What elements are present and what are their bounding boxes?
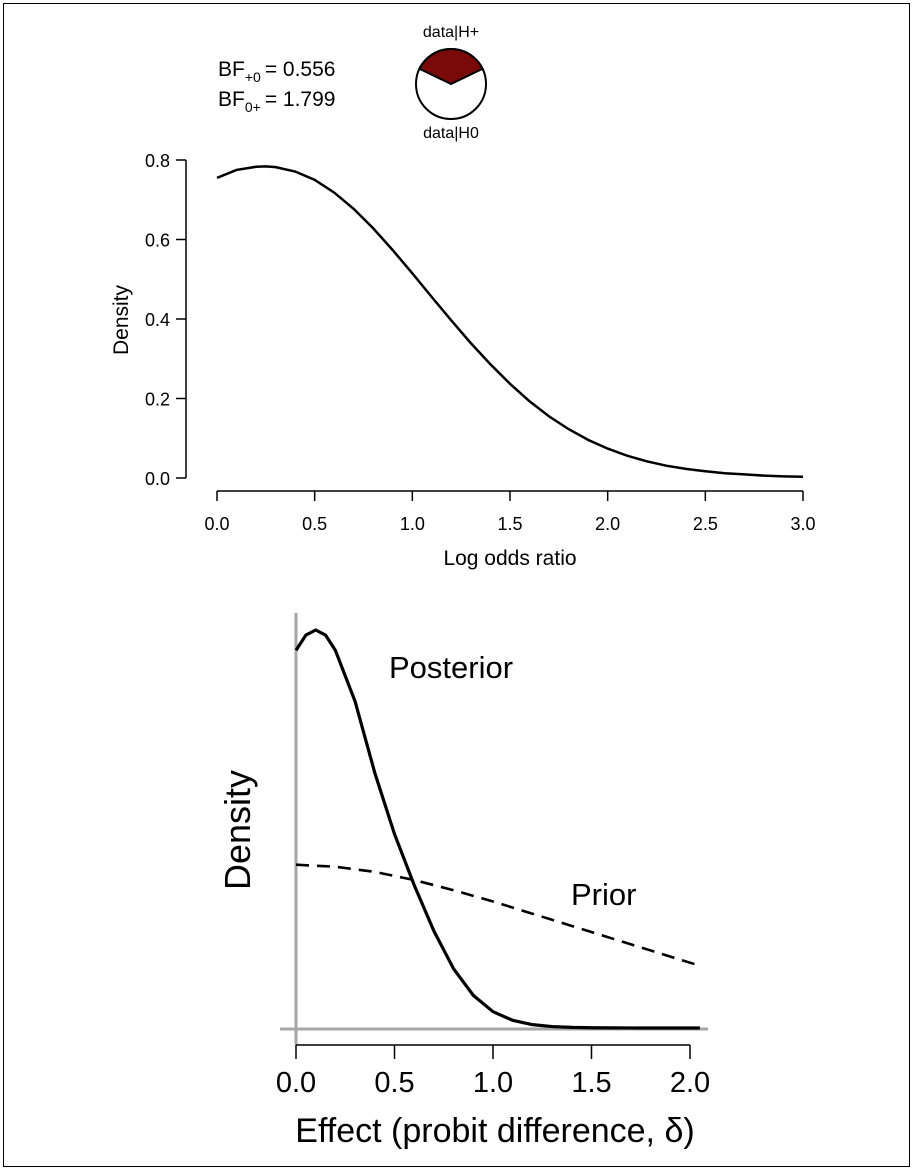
prior-posterior-chart: 0.0 0.5 1.0 1.5 2.0 Posterior Prior Density …: [217, 613, 710, 1150]
posterior-line: [294, 628, 700, 1030]
pie-top-label: data|H+: [423, 24, 479, 41]
x-tick-label: 2.0: [670, 1067, 710, 1099]
pie-h-plus-slice: [418, 47, 484, 86]
x-tick-label: 3.0: [790, 514, 815, 534]
x-tick-label: 1.5: [497, 514, 522, 534]
bayes-factor-pie: data|H+ data|H0: [415, 24, 487, 142]
x-axis-label: Effect (probit difference, δ): [295, 1112, 694, 1150]
prior-line: [295, 863, 701, 967]
x-tick-label: 2.0: [595, 514, 620, 534]
x-tick-label: 0.0: [276, 1067, 316, 1099]
x-axis-label: Log odds ratio: [443, 547, 576, 570]
y-tick-label: 0.4: [145, 310, 170, 330]
x-tick-label: 1.0: [400, 514, 425, 534]
y-axis-label: Density: [110, 284, 133, 355]
density-chart: 0.0 0.2 0.4 0.6 0.8 0.0 0.5 1.0 1.5 2.0 2.5 3.0 Lo…: [110, 151, 816, 570]
y-axis-label: Density: [217, 770, 258, 890]
bf-0plus-text: BF0+ = 1.799: [218, 88, 335, 115]
y-tick-label: 0.6: [145, 231, 170, 251]
pie-bottom-label: data|H0: [423, 125, 479, 142]
prior-label: Prior: [571, 877, 636, 912]
x-tick-label: 1.0: [473, 1067, 513, 1099]
density-line: [216, 165, 804, 479]
x-tick-label: 2.5: [693, 514, 718, 534]
x-tick-label: 0.5: [302, 514, 327, 534]
svg-text:BF0+= 1.799: BF0+ = 1.799: [218, 88, 335, 115]
x-tick-label: 0.0: [204, 514, 229, 534]
x-tick-label: 1.5: [571, 1067, 611, 1099]
x-axis: 0.0 0.5 1.0 1.5 2.0 2.5 3.0: [204, 490, 816, 534]
y-tick-label: 0.2: [145, 390, 170, 410]
figure-frame: [3, 3, 910, 1167]
x-axis: 0.0 0.5 1.0 1.5 2.0: [276, 1044, 710, 1099]
y-tick-label: 0.8: [145, 151, 170, 171]
y-tick-label: 0.0: [145, 469, 170, 489]
bf-plus0-text: BF+0 = 0.556: [218, 58, 335, 85]
y-axis: 0.0 0.2 0.4 0.6 0.8: [145, 151, 187, 489]
svg-text:BF+0= 0.556: BF+0 = 0.556: [218, 58, 335, 85]
x-tick-label: 0.5: [374, 1067, 414, 1099]
posterior-label: Posterior: [389, 650, 513, 685]
